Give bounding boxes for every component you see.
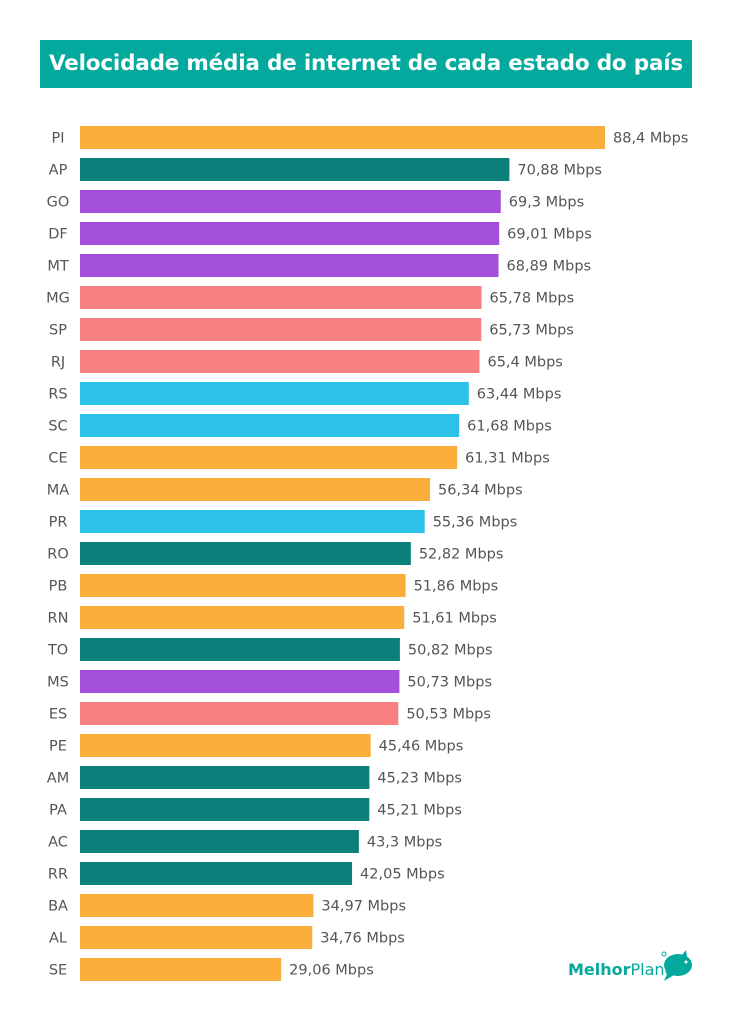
- value-label: 43,3 Mbps: [367, 835, 442, 851]
- bar-PE: [80, 734, 371, 757]
- bar-AP: [80, 158, 510, 181]
- value-label: 29,06 Mbps: [289, 963, 374, 979]
- piggy-bank-icon: [661, 950, 692, 981]
- bar-RO: [80, 542, 411, 565]
- category-label: SP: [49, 323, 67, 339]
- category-label: AP: [49, 163, 68, 179]
- bar-AM: [80, 766, 370, 789]
- bar-GO: [80, 190, 501, 213]
- bar-AL: [80, 926, 313, 949]
- category-label: AM: [47, 771, 69, 787]
- value-label: 61,68 Mbps: [467, 419, 552, 435]
- category-label: RR: [48, 867, 68, 883]
- value-label: 50,82 Mbps: [408, 643, 493, 659]
- value-label: 45,46 Mbps: [379, 739, 464, 755]
- value-label: 45,21 Mbps: [377, 803, 462, 819]
- bar-BA: [80, 894, 314, 917]
- bar-PB: [80, 574, 406, 597]
- category-label: AL: [49, 931, 67, 947]
- category-label: RJ: [51, 355, 65, 371]
- bar-MT: [80, 254, 499, 277]
- category-label: MS: [47, 675, 69, 691]
- bar-SP: [80, 318, 482, 341]
- bar-ES: [80, 702, 399, 725]
- bar-MG: [80, 286, 482, 309]
- value-label: 34,76 Mbps: [320, 931, 405, 947]
- bar-RS: [80, 382, 469, 405]
- bar-RR: [80, 862, 353, 885]
- category-label: DF: [48, 227, 68, 243]
- value-label: 70,88 Mbps: [517, 163, 602, 179]
- category-label: RO: [47, 547, 69, 563]
- value-label: 65,4 Mbps: [487, 355, 562, 371]
- value-label: 50,73 Mbps: [407, 675, 492, 691]
- logo-text-plano: Plano: [630, 960, 675, 979]
- category-label: TO: [47, 643, 68, 659]
- category-label: CE: [48, 451, 67, 467]
- bar-RJ: [80, 350, 480, 373]
- bar-CE: [80, 446, 458, 469]
- value-label: 34,97 Mbps: [321, 899, 406, 915]
- bar-AC: [80, 830, 359, 853]
- value-label: 51,86 Mbps: [414, 579, 499, 595]
- value-label: 52,82 Mbps: [419, 547, 504, 563]
- bar-TO: [80, 638, 400, 661]
- bar-PI: [80, 126, 605, 149]
- category-label: PI: [51, 131, 64, 147]
- bar-PR: [80, 510, 425, 533]
- value-label: 61,31 Mbps: [465, 451, 550, 467]
- bar-MA: [80, 478, 431, 501]
- logo-text-melhor: Melhor: [568, 960, 631, 979]
- value-label: 55,36 Mbps: [433, 515, 518, 531]
- bar-MS: [80, 670, 400, 693]
- category-label: SE: [49, 963, 67, 979]
- value-label: 50,53 Mbps: [406, 707, 491, 723]
- value-label: 69,01 Mbps: [507, 227, 592, 243]
- value-label: 45,23 Mbps: [377, 771, 462, 787]
- value-label: 51,61 Mbps: [412, 611, 497, 627]
- category-label: AC: [48, 835, 68, 851]
- category-label: MG: [46, 291, 70, 307]
- value-label: 56,34 Mbps: [438, 483, 523, 499]
- bar-SC: [80, 414, 460, 437]
- value-label: 88,4 Mbps: [613, 131, 688, 147]
- category-label: SC: [48, 419, 67, 435]
- bar-PA: [80, 798, 370, 821]
- value-label: 69,3 Mbps: [509, 195, 584, 211]
- category-label: PB: [49, 579, 68, 595]
- chart-title: Velocidade média de internet de cada est…: [40, 40, 692, 88]
- category-label: PR: [49, 515, 68, 531]
- value-label: 68,89 Mbps: [507, 259, 592, 275]
- value-label: 63,44 Mbps: [477, 387, 562, 403]
- category-label: MT: [47, 259, 69, 275]
- category-label: ES: [49, 707, 67, 723]
- category-label: PE: [49, 739, 67, 755]
- category-label: RS: [48, 387, 67, 403]
- category-label: MA: [47, 483, 70, 499]
- value-label: 65,78 Mbps: [490, 291, 575, 307]
- bar-RN: [80, 606, 405, 629]
- value-label: 42,05 Mbps: [360, 867, 445, 883]
- category-label: PA: [49, 803, 67, 819]
- category-label: RN: [48, 611, 69, 627]
- value-label: 65,73 Mbps: [489, 323, 574, 339]
- category-label: GO: [47, 195, 70, 211]
- category-label: BA: [48, 899, 68, 915]
- bar-DF: [80, 222, 500, 245]
- bar-SE: [80, 958, 282, 981]
